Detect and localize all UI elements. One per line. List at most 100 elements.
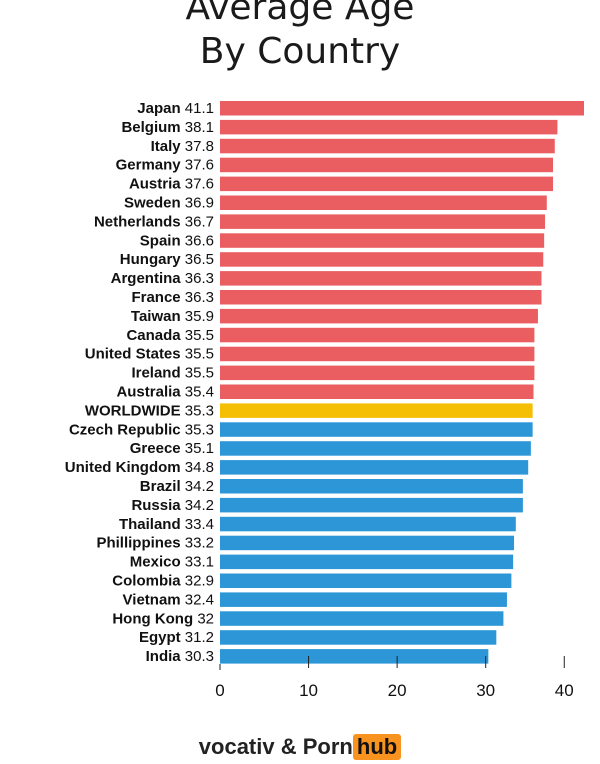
- bar-colombia: [220, 573, 512, 588]
- category-label: Australia: [116, 384, 184, 401]
- category-label: Thailand: [119, 516, 185, 533]
- value-label: 41.1: [185, 100, 214, 117]
- value-label: 33.4: [185, 516, 214, 533]
- category-label: Phillippines: [96, 535, 184, 552]
- bar-label: Japan 41.1: [137, 100, 214, 117]
- category-label: Argentina: [111, 270, 185, 287]
- value-label: 32.4: [185, 591, 214, 608]
- bar-label: Greece 35.1: [130, 440, 214, 457]
- bar-label: Austria 37.6: [129, 176, 214, 193]
- bar-thailand: [220, 516, 516, 532]
- category-label: Italy: [151, 138, 185, 155]
- category-label: Colombia: [112, 573, 185, 590]
- bar-label: Taiwan 35.9: [131, 308, 214, 325]
- category-label: Czech Republic: [69, 421, 185, 438]
- bar-sweden: [220, 195, 547, 210]
- bar-label: Thailand 33.4: [119, 516, 214, 533]
- bar-label: Italy 37.8: [151, 138, 214, 155]
- footer-logos: vocativ & Porn hub: [0, 734, 600, 764]
- category-label: Hungary: [120, 251, 185, 268]
- category-label: Egypt: [139, 629, 185, 646]
- category-label: Spain: [140, 232, 185, 249]
- value-label: 35.5: [185, 365, 214, 382]
- bar-label: Argentina 36.3: [111, 270, 214, 287]
- value-label: 33.2: [185, 535, 214, 552]
- bar-ireland: [220, 365, 535, 381]
- bar-label: Sweden 36.9: [124, 195, 214, 212]
- category-label: Russia: [131, 497, 184, 514]
- bar-label: Germany 37.6: [116, 157, 214, 174]
- category-label: Taiwan: [131, 308, 185, 325]
- bar-japan: [220, 101, 584, 116]
- brand-logo-2-text: Porn: [302, 734, 353, 759]
- bar-france: [220, 290, 542, 305]
- bar-label: Australia 35.4: [116, 384, 214, 401]
- category-label: Sweden: [124, 195, 185, 212]
- value-label: 36.6: [185, 232, 214, 249]
- category-label: India: [146, 648, 185, 665]
- bar-hong-kong: [220, 611, 504, 626]
- category-label: Canada: [126, 327, 184, 344]
- value-label: 32: [197, 610, 214, 627]
- x-tick-label: 20: [388, 681, 407, 700]
- bar-label: Spain 36.6: [140, 232, 214, 249]
- brand-logo-1: vocativ: [198, 734, 275, 759]
- value-label: 32.9: [185, 573, 214, 590]
- value-label: 36.5: [185, 251, 214, 268]
- category-label: Belgium: [121, 119, 184, 136]
- bar-label: Canada 35.5: [126, 327, 214, 344]
- x-tick-label: 30: [476, 681, 495, 700]
- bar-label: Mexico 33.1: [130, 554, 214, 571]
- bar-greece: [220, 441, 531, 456]
- value-label: 35.3: [185, 402, 214, 419]
- bar-belgium: [220, 119, 558, 135]
- chart-title-line-1: Average Age: [185, 0, 415, 28]
- bar-label: Hong Kong 32: [112, 610, 214, 627]
- bar-czech-republic: [220, 422, 533, 437]
- value-label: 35.5: [185, 327, 214, 344]
- value-label: 37.6: [185, 157, 214, 174]
- bar-label: Phillippines 33.2: [96, 535, 214, 552]
- bar-label: Vietnam 32.4: [123, 591, 214, 608]
- bar-label: India 30.3: [146, 648, 214, 665]
- value-label: 36.3: [185, 289, 214, 306]
- category-label: Hong Kong: [112, 610, 197, 627]
- logo-separator: &: [280, 734, 297, 759]
- bar-argentina: [220, 271, 542, 286]
- bar-label: Hungary 36.5: [120, 251, 214, 268]
- bar-phillippines: [220, 535, 515, 551]
- value-label: 30.3: [185, 648, 214, 665]
- bar-germany: [220, 157, 554, 173]
- category-label: Brazil: [140, 478, 185, 495]
- bar-label: Ireland 35.5: [131, 365, 214, 382]
- category-label: United Kingdom: [65, 459, 185, 476]
- value-label: 34.2: [185, 478, 214, 495]
- bar-united-states: [220, 346, 535, 362]
- category-label: Ireland: [131, 365, 184, 382]
- category-label: Germany: [116, 157, 185, 174]
- category-label: United States: [85, 346, 185, 363]
- value-label: 35.1: [185, 440, 214, 457]
- bar-egypt: [220, 630, 497, 645]
- bar-label: United Kingdom 34.8: [65, 459, 214, 476]
- bar-vietnam: [220, 592, 507, 607]
- chart-title-line-2: By Country: [199, 31, 401, 72]
- value-label: 35.9: [185, 308, 214, 325]
- x-tick-label: 0: [215, 681, 224, 700]
- bar-hungary: [220, 252, 544, 267]
- value-label: 34.8: [185, 459, 214, 476]
- category-label: Vietnam: [123, 591, 185, 608]
- x-tick-label: 40: [555, 681, 574, 700]
- brand-logo-2-badge: hub: [352, 734, 402, 760]
- value-label: 33.1: [185, 554, 214, 571]
- bar-spain: [220, 233, 545, 248]
- value-label: 36.3: [185, 270, 214, 287]
- bar-label: Czech Republic 35.3: [69, 421, 214, 438]
- category-label: Japan: [137, 100, 185, 117]
- chart-title: Average Age By Country: [0, 0, 600, 74]
- bar-brazil: [220, 479, 523, 494]
- bar-mexico: [220, 554, 514, 570]
- bar-united-kingdom: [220, 460, 529, 475]
- value-label: 35.3: [185, 421, 214, 438]
